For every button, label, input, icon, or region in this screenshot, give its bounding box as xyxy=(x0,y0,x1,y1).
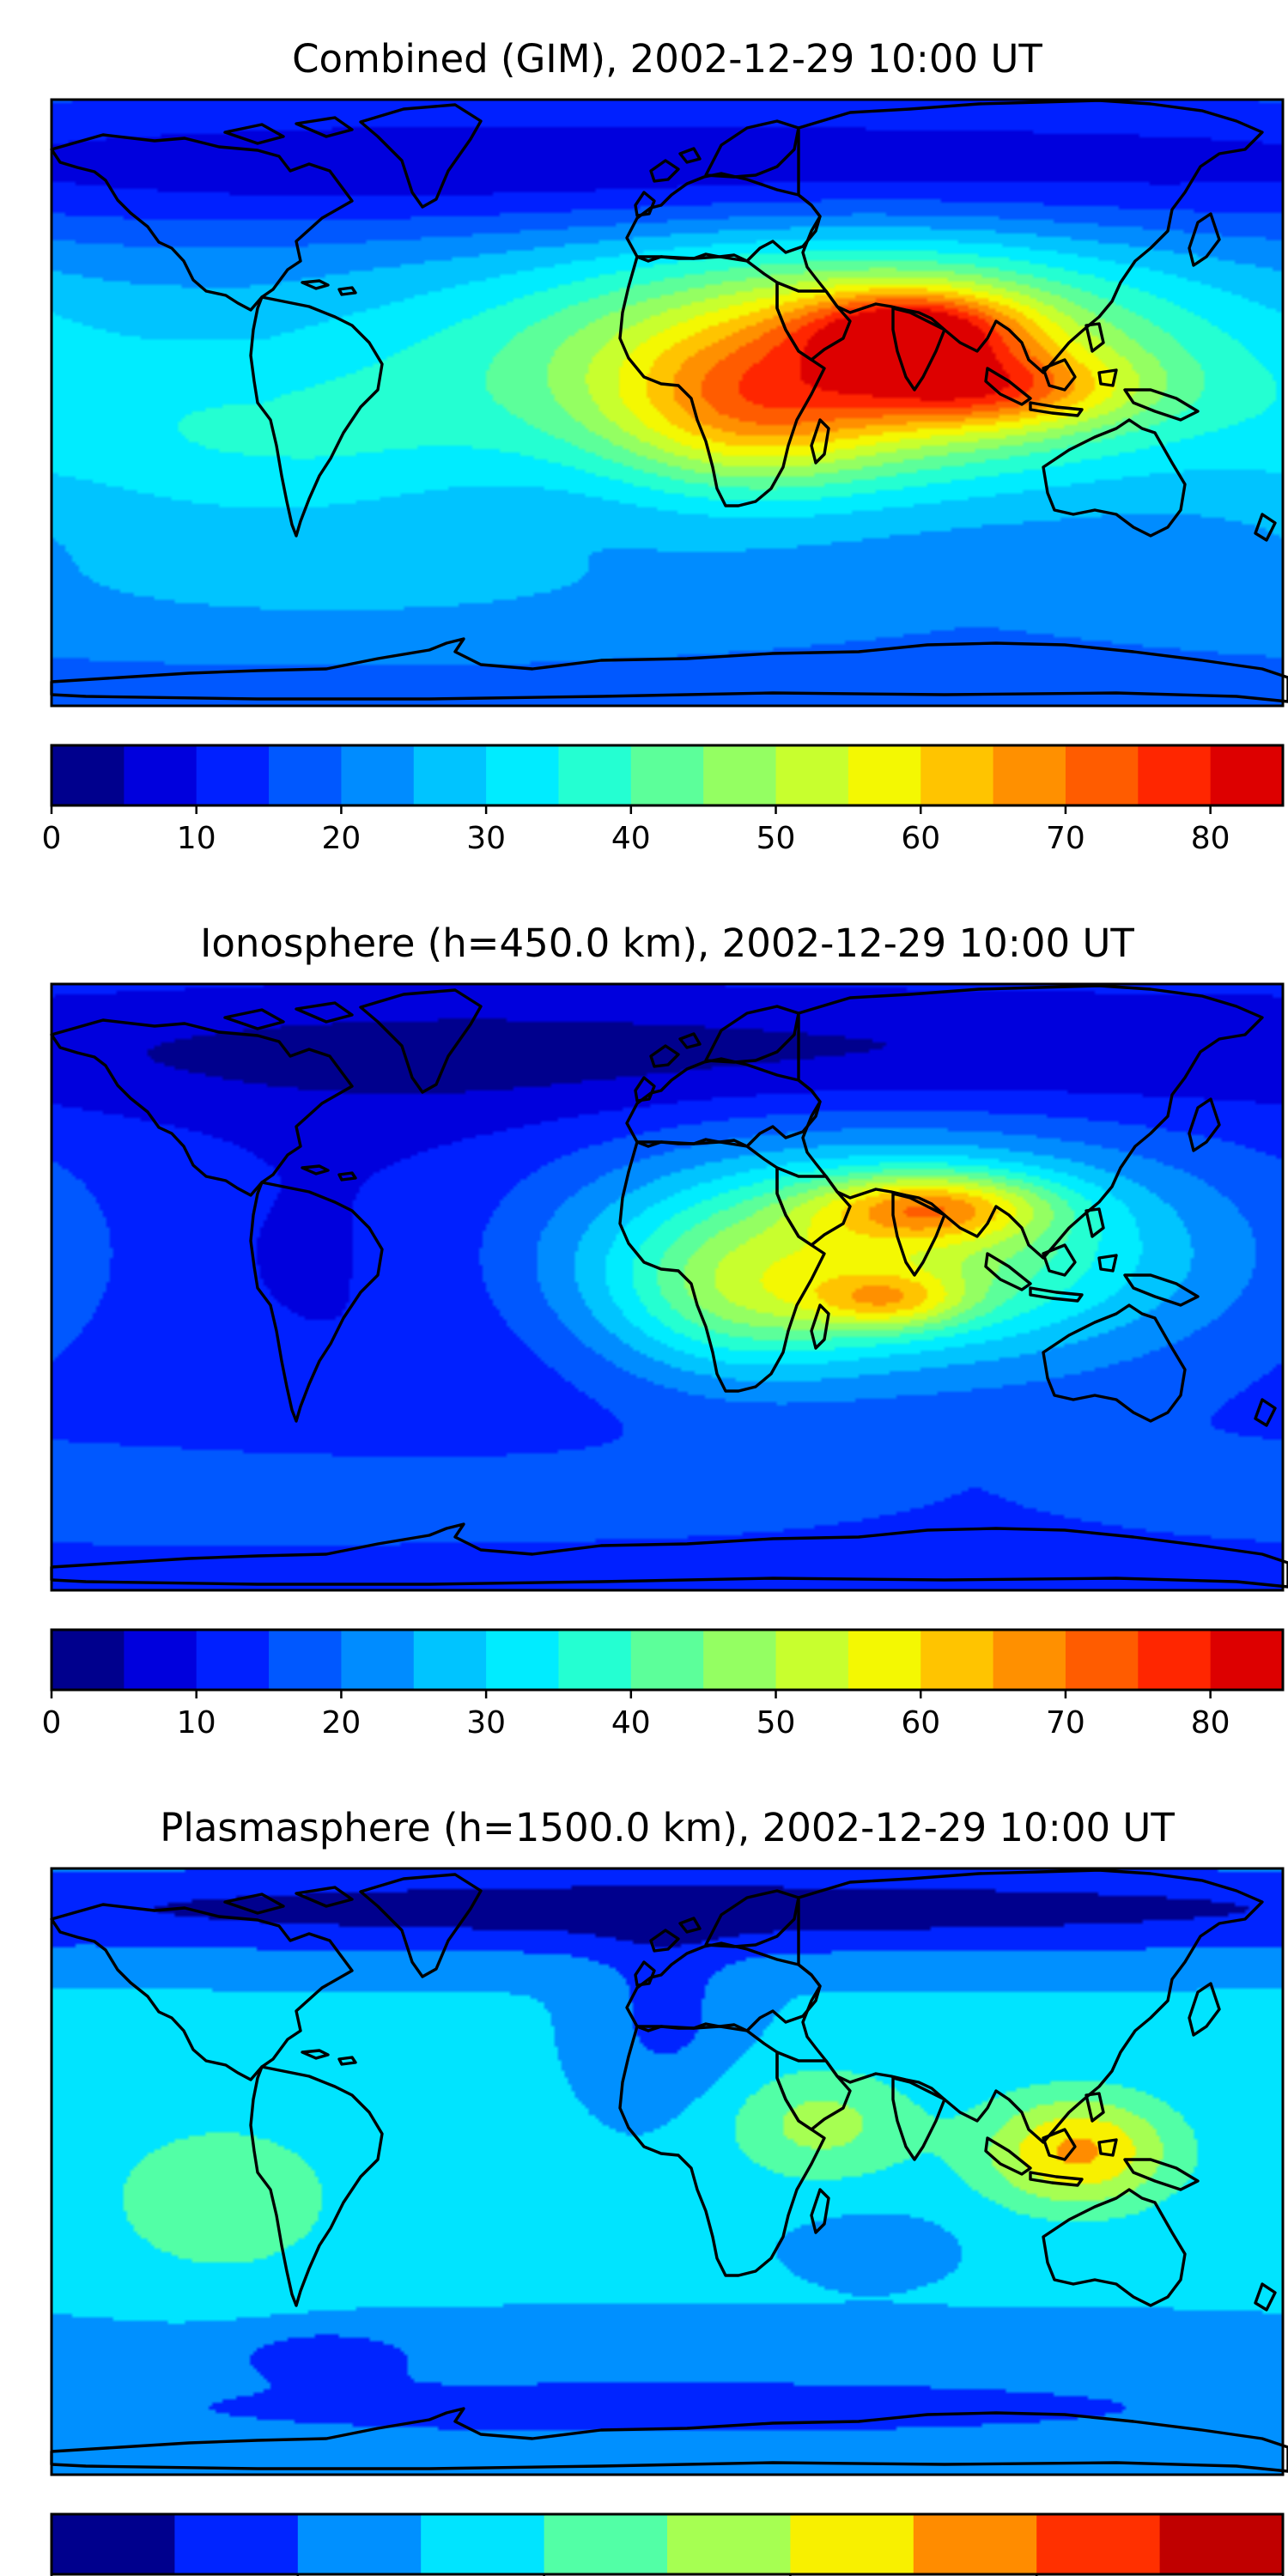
colorbar-segment xyxy=(993,1630,1066,1690)
colorbar-segment xyxy=(544,2514,668,2574)
colorbar-segment xyxy=(1138,745,1212,805)
colorbar-segment xyxy=(413,745,487,805)
colorbar-tick-label: 0 xyxy=(42,821,62,856)
colorbar-segment xyxy=(775,745,849,805)
colorbar-segment xyxy=(1210,745,1284,805)
colorbar-plasmasphere: 0510152025 xyxy=(50,2512,1285,2576)
colorbar-segment xyxy=(124,745,197,805)
tec-heatmap-ionosphere xyxy=(52,984,1283,1590)
map-combined-gim xyxy=(50,98,1288,708)
colorbar-tick-label: 30 xyxy=(466,821,506,856)
colorbar-frame xyxy=(50,744,1285,807)
colorbar-segment xyxy=(1138,1630,1212,1690)
colorbar-segment xyxy=(703,1630,777,1690)
colorbar-segment xyxy=(848,1630,921,1690)
colorbar-segment xyxy=(790,2514,914,2574)
colorbar-segment xyxy=(486,1630,559,1690)
colorbar-segment xyxy=(174,2514,299,2574)
colorbar-segment xyxy=(913,2514,1037,2574)
colorbar-tick-label: 20 xyxy=(322,1705,361,1741)
colorbar-tick-label: 30 xyxy=(466,1705,506,1741)
colorbar-tick-label: 60 xyxy=(901,1705,940,1741)
colorbar-segment xyxy=(196,745,270,805)
colorbar-segment xyxy=(775,1630,849,1690)
colorbar-tick-label: 70 xyxy=(1046,821,1085,856)
map-frame xyxy=(50,1867,1285,2476)
colorbar-segment xyxy=(341,1630,415,1690)
colorbar-segment xyxy=(993,745,1066,805)
panel-ionosphere: Ionosphere (h=450.0 km), 2002-12-29 10:0… xyxy=(42,920,1288,1741)
colorbar-tick-label: 50 xyxy=(756,1705,796,1741)
colorbar-segment xyxy=(1210,1630,1284,1690)
colorbar-segment xyxy=(421,2514,545,2574)
colorbar-segment xyxy=(1065,1630,1139,1690)
colorbar-tick-label: 50 xyxy=(756,821,796,856)
colorbar-tick-label: 60 xyxy=(901,821,940,856)
colorbar-segment xyxy=(269,745,342,805)
colorbar-tick-label: 0 xyxy=(42,1705,62,1741)
panel-3-title: Plasmasphere (h=1500.0 km), 2002-12-29 1… xyxy=(160,1805,1175,1850)
colorbar-frame xyxy=(50,1628,1285,1692)
colorbar-frame xyxy=(50,2512,1285,2576)
colorbar-tick-label: 10 xyxy=(177,821,216,856)
panel-2-title: Ionosphere (h=450.0 km), 2002-12-29 10:0… xyxy=(200,920,1134,966)
colorbar-segment xyxy=(52,1630,125,1690)
colorbar-tick-label: 10 xyxy=(177,1705,216,1741)
colorbar-tick-label: 20 xyxy=(322,821,361,856)
colorbar-tick-label: 80 xyxy=(1191,821,1230,856)
tec-heatmap-combined xyxy=(52,100,1283,706)
colorbar-segment xyxy=(703,745,777,805)
colorbar-segment xyxy=(848,745,921,805)
colorbar-segment xyxy=(630,1630,704,1690)
colorbar-segment xyxy=(52,745,125,805)
map-frame xyxy=(50,982,1285,1592)
panel-1-title: Combined (GIM), 2002-12-29 10:00 UT xyxy=(292,36,1042,82)
colorbar-tick-label: 40 xyxy=(611,821,651,856)
colorbar-segment xyxy=(269,1630,342,1690)
colorbar-segment xyxy=(558,1630,632,1690)
colorbar-segment xyxy=(920,745,994,805)
colorbar-segment xyxy=(630,745,704,805)
colorbar-tick-label: 70 xyxy=(1046,1705,1085,1741)
colorbar-tick-label: 80 xyxy=(1191,1705,1230,1741)
panel-combined: Combined (GIM), 2002-12-29 10:00 UT 0 10 2… xyxy=(42,36,1288,856)
colorbar-segment xyxy=(667,2514,791,2574)
colorbar-segment xyxy=(297,2514,422,2574)
colorbar-segment xyxy=(920,1630,994,1690)
colorbar-segment xyxy=(1036,2514,1161,2574)
map-plasmasphere xyxy=(50,1867,1288,2476)
colorbar-segment xyxy=(196,1630,270,1690)
colorbar-segment xyxy=(486,745,559,805)
colorbar-segment xyxy=(413,1630,487,1690)
colorbar-ionosphere: 0 10 20 30 40 50 60 70 80 xyxy=(42,1628,1285,1741)
tec-heatmap-plasmasphere xyxy=(52,1868,1283,2475)
colorbar-tick-label: 40 xyxy=(611,1705,651,1741)
colorbar-segment xyxy=(341,745,415,805)
map-ionosphere xyxy=(50,982,1288,1592)
map-frame xyxy=(50,98,1285,708)
panel-plasmasphere: Plasmasphere (h=1500.0 km), 2002-12-29 1… xyxy=(50,1805,1288,2576)
colorbar-segment xyxy=(1065,745,1139,805)
colorbar-segment xyxy=(52,2514,175,2574)
colorbar-segment xyxy=(1159,2514,1284,2574)
colorbar-segment xyxy=(558,745,632,805)
colorbar-segment xyxy=(124,1630,197,1690)
colorbar-combined: 0 10 20 30 40 50 60 70 80 xyxy=(42,744,1285,856)
